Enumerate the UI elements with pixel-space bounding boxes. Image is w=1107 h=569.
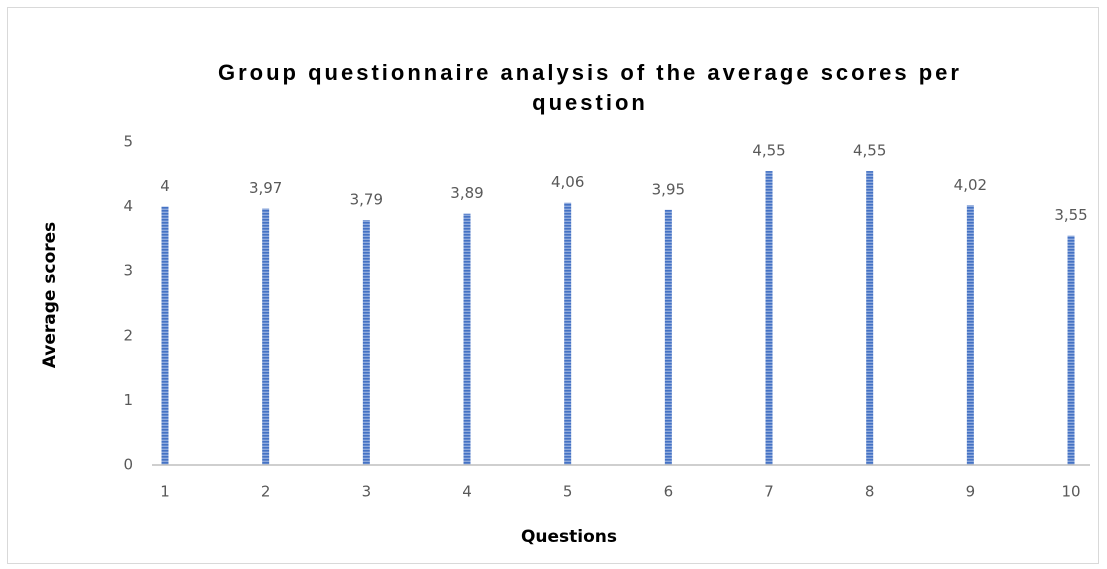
bar bbox=[161, 206, 169, 465]
bar bbox=[966, 205, 974, 466]
x-tick-label: 10 bbox=[1061, 483, 1080, 501]
data-label: 4,06 bbox=[551, 173, 584, 191]
y-tick-label: 1 bbox=[123, 391, 133, 409]
x-tick-label: 8 bbox=[865, 483, 875, 501]
y-tick-label: 2 bbox=[123, 326, 133, 344]
bar bbox=[866, 171, 874, 465]
data-label: 4 bbox=[160, 177, 170, 195]
x-tick-label: 3 bbox=[362, 483, 372, 501]
x-tick-label: 6 bbox=[664, 483, 674, 501]
x-axis-title: Questions bbox=[521, 527, 617, 547]
data-label: 4,55 bbox=[853, 142, 886, 160]
bar bbox=[463, 213, 471, 465]
data-label: 3,95 bbox=[652, 180, 685, 198]
data-label: 4,02 bbox=[954, 176, 987, 194]
x-tick-label: 7 bbox=[764, 483, 774, 501]
bar bbox=[765, 171, 773, 465]
bar bbox=[262, 208, 270, 465]
chart-frame bbox=[7, 7, 1099, 564]
chart-title: Group questionnaire analysis of the aver… bbox=[218, 60, 962, 115]
data-label: 3,55 bbox=[1054, 206, 1087, 224]
x-tick-label: 2 bbox=[261, 483, 271, 501]
x-tick-label: 1 bbox=[160, 483, 170, 501]
data-label: 3,97 bbox=[249, 179, 282, 197]
bar bbox=[362, 220, 370, 465]
data-label: 4,55 bbox=[752, 142, 785, 160]
y-axis-title: Average scores bbox=[40, 222, 60, 369]
x-tick-label: 4 bbox=[462, 483, 472, 501]
data-label: 3,89 bbox=[450, 184, 483, 202]
y-tick-label: 5 bbox=[123, 133, 133, 151]
bar bbox=[564, 202, 572, 465]
y-tick-label: 0 bbox=[123, 456, 133, 474]
y-tick-label: 4 bbox=[123, 197, 133, 215]
x-tick-label: 9 bbox=[966, 483, 976, 501]
y-tick-label: 3 bbox=[123, 262, 133, 280]
bar bbox=[1067, 235, 1075, 465]
x-tick-label: 5 bbox=[563, 483, 573, 501]
bar bbox=[664, 209, 672, 465]
data-label: 3,79 bbox=[350, 191, 383, 209]
